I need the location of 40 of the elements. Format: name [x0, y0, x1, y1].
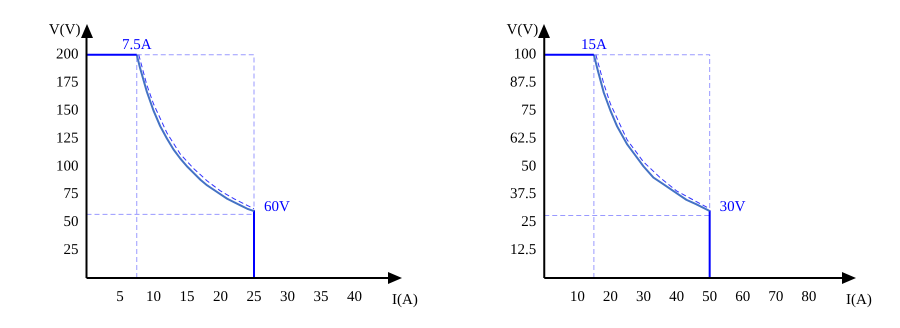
x-tick-label: 20 — [213, 288, 228, 305]
x-tick-label: 5 — [116, 288, 124, 305]
annotation: 7.5A — [122, 37, 152, 54]
x-tick-label: 40 — [347, 288, 362, 305]
y-tick-label: 62.5 — [510, 130, 536, 146]
y-tick-label: 50 — [64, 214, 78, 230]
y-tick-label: 125 — [56, 130, 78, 146]
y-tick-label: 25 — [64, 242, 78, 258]
y-tick-label: 100 — [514, 46, 536, 63]
x-tick-label: 20 — [602, 288, 618, 305]
x-tick-label: 40 — [669, 288, 684, 305]
y-tick-label: 75 — [521, 102, 536, 118]
annotation: 15A — [580, 37, 607, 54]
x-tick-label: 35 — [314, 288, 328, 305]
y-axis-title: V(V) — [48, 22, 81, 38]
annotation: 60V — [264, 198, 290, 215]
x-tick-label: 10 — [570, 288, 585, 305]
y-tick-label: 87.5 — [510, 74, 536, 91]
x-tick-label: 25 — [246, 288, 262, 305]
x-tick-label: 70 — [768, 288, 784, 305]
y-tick-label: 12.5 — [510, 242, 536, 258]
y-tick-label: 175 — [56, 74, 78, 91]
x-tick-label: 30 — [636, 288, 651, 305]
x-tick-label: 50 — [702, 288, 718, 305]
y-tick-label: 200 — [56, 46, 78, 63]
y-tick-label: 37.5 — [510, 186, 536, 202]
x-axis-title: I(A) — [392, 292, 418, 308]
x-tick-label: 60 — [735, 288, 750, 305]
x-tick-label: 80 — [801, 288, 816, 305]
x-tick-label: 10 — [146, 288, 161, 305]
y-tick-label: 25 — [521, 214, 536, 230]
x-tick-label: 30 — [280, 288, 295, 305]
annotation: 30V — [720, 198, 746, 215]
x-axis-title: I(A) — [846, 292, 872, 308]
y-tick-label: 150 — [56, 102, 78, 118]
y-tick-label: 50 — [521, 158, 536, 174]
y-axis-title: V(V) — [506, 22, 538, 38]
x-tick-label: 15 — [180, 288, 194, 305]
y-tick-label: 75 — [64, 186, 78, 202]
y-tick-label: 100 — [56, 158, 78, 174]
